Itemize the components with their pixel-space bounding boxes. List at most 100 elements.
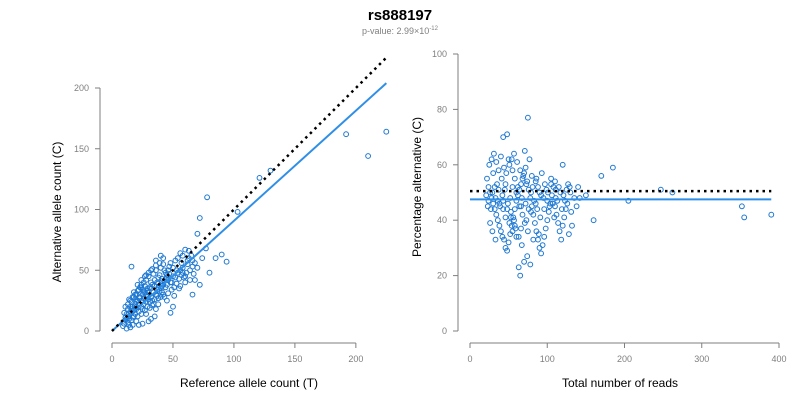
right-data-point <box>484 203 491 210</box>
right-data-point <box>536 189 543 196</box>
right-data-point <box>559 222 566 229</box>
right-data-point <box>548 181 554 188</box>
left-data-point <box>192 277 198 283</box>
left-data-point <box>167 260 174 266</box>
left-data-point <box>172 274 179 281</box>
right-data-point <box>515 233 522 240</box>
left-data-point <box>179 252 186 259</box>
right-y-tick-label: 40 <box>437 215 447 225</box>
right-data-point <box>541 233 548 240</box>
right-data-point <box>525 114 531 121</box>
right-data-point <box>522 200 529 207</box>
right-data-point <box>500 206 507 213</box>
right-data-point <box>515 264 522 271</box>
right-data-point <box>530 236 537 243</box>
right-x-axis-label: Total number of reads <box>562 376 678 390</box>
left-data-point <box>267 167 274 174</box>
right-data-point <box>549 192 555 199</box>
right-data-point <box>517 167 524 174</box>
right-data-point <box>523 217 530 224</box>
left-data-point <box>157 252 164 259</box>
right-data-point <box>521 170 527 177</box>
right-data-point <box>528 209 534 215</box>
left-data-point <box>218 251 225 258</box>
right-data-point <box>556 228 563 235</box>
left-data-point <box>196 215 203 221</box>
right-data-point <box>502 181 509 188</box>
right-data-point <box>523 181 530 188</box>
right-data-point <box>555 184 562 190</box>
left-data-point <box>138 277 145 283</box>
right-data-point <box>568 209 575 215</box>
right-data-point <box>542 181 548 188</box>
right-data-point <box>573 203 580 210</box>
left-data-point <box>170 303 176 310</box>
left-data-point <box>194 264 201 271</box>
left-data-point <box>174 255 181 262</box>
right-data-point <box>495 186 502 193</box>
right-data-point <box>541 206 548 213</box>
right-data-point <box>511 150 517 157</box>
right-data-point <box>516 186 523 193</box>
right-data-point <box>500 134 507 141</box>
right-data-point <box>493 211 500 218</box>
left-data-point <box>182 279 189 286</box>
right-data-point <box>535 184 541 190</box>
right-data-point <box>504 247 511 254</box>
right-data-point <box>483 192 490 199</box>
right-data-point <box>486 161 493 168</box>
right-data-point <box>598 173 605 179</box>
right-data-point <box>519 175 526 182</box>
right-data-point <box>559 206 565 213</box>
left-data-point <box>160 261 167 268</box>
left-data-point <box>150 301 157 308</box>
right-data-point <box>490 170 497 177</box>
right-data-point <box>517 272 524 279</box>
left-data-point <box>128 263 135 270</box>
right-data-point <box>508 214 514 221</box>
left-data-point <box>189 291 196 298</box>
left-y-tick-label: 100 <box>74 205 89 215</box>
right-data-point <box>543 186 550 193</box>
right-data-point <box>536 245 543 251</box>
right-data-point <box>519 211 526 218</box>
left-data-point <box>126 322 133 328</box>
left-data-point <box>137 294 143 300</box>
left-y-tick-label: 0 <box>84 326 89 336</box>
right-x-tick-label: 300 <box>694 354 709 364</box>
right-y-axis-label: Percentage alternative (C) <box>410 117 424 257</box>
left-data-point <box>167 309 174 316</box>
left-data-point <box>383 128 390 135</box>
left-y-tick-label: 50 <box>79 265 89 275</box>
right-data-point <box>559 161 566 168</box>
left-data-point <box>256 175 263 181</box>
right-data-point <box>498 175 505 182</box>
right-data-point <box>510 214 517 221</box>
right-data-point <box>561 214 568 221</box>
right-data-point <box>509 167 516 174</box>
left-data-point <box>206 269 213 276</box>
left-data-point <box>140 289 147 296</box>
right-data-point <box>518 225 524 232</box>
right-data-point <box>511 206 518 213</box>
right-data-point <box>511 222 518 229</box>
left-data-point <box>155 295 162 302</box>
left-y-tick-label: 150 <box>74 144 89 154</box>
left-scatter-panel: 0 50 100 150 200 0 50 100 150 200 <box>74 56 390 364</box>
left-data-point <box>138 311 145 317</box>
right-x-tick-label: 100 <box>540 354 555 364</box>
subtitle-pvalue: p-value: 2.99×10 <box>362 26 429 36</box>
left-data-point <box>155 301 162 308</box>
right-data-point <box>492 236 499 243</box>
left-data-point <box>199 255 206 262</box>
right-data-point <box>538 192 544 199</box>
right-data-point <box>768 211 775 218</box>
left-data-point <box>165 290 172 297</box>
left-data-point <box>181 274 187 281</box>
left-data-point <box>138 284 145 291</box>
right-data-point <box>509 184 516 190</box>
right-scatter-panel: 0 100 200 300 400 0 20 40 60 80 100 <box>432 49 787 364</box>
right-data-point <box>531 197 537 204</box>
right-data-point <box>509 228 516 235</box>
